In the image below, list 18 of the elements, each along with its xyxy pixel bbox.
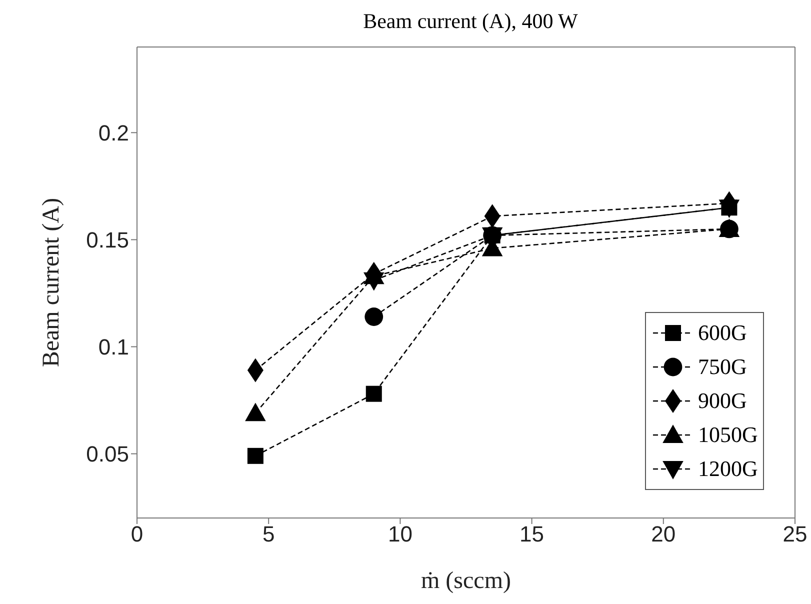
x-tick-label: 20 bbox=[651, 522, 676, 547]
legend-label: 750G bbox=[698, 354, 747, 380]
x-tick-label: 5 bbox=[262, 522, 275, 547]
x-tick-label: 15 bbox=[520, 522, 544, 547]
legend-label: 1200G bbox=[698, 456, 758, 482]
legend-label: 1050G bbox=[698, 422, 758, 448]
x-tick-label: 25 bbox=[782, 522, 808, 547]
x-tick-label: 0 bbox=[130, 522, 144, 547]
chart-title: Beam current (A), 400 W bbox=[362, 8, 579, 35]
legend-label: 900G bbox=[698, 388, 747, 414]
legend-label: 600G bbox=[698, 320, 747, 346]
y-tick-label: 0.15 bbox=[86, 227, 129, 252]
y-tick-label: 0.2 bbox=[98, 120, 129, 146]
y-tick-label: 0.1 bbox=[98, 334, 129, 360]
y-axis-title: Beam current (A) bbox=[38, 198, 65, 368]
x-axis-title: ṁ (sccm) bbox=[421, 568, 511, 594]
x-tick-label: 10 bbox=[388, 522, 412, 547]
y-tick-label: 0.05 bbox=[86, 442, 129, 467]
